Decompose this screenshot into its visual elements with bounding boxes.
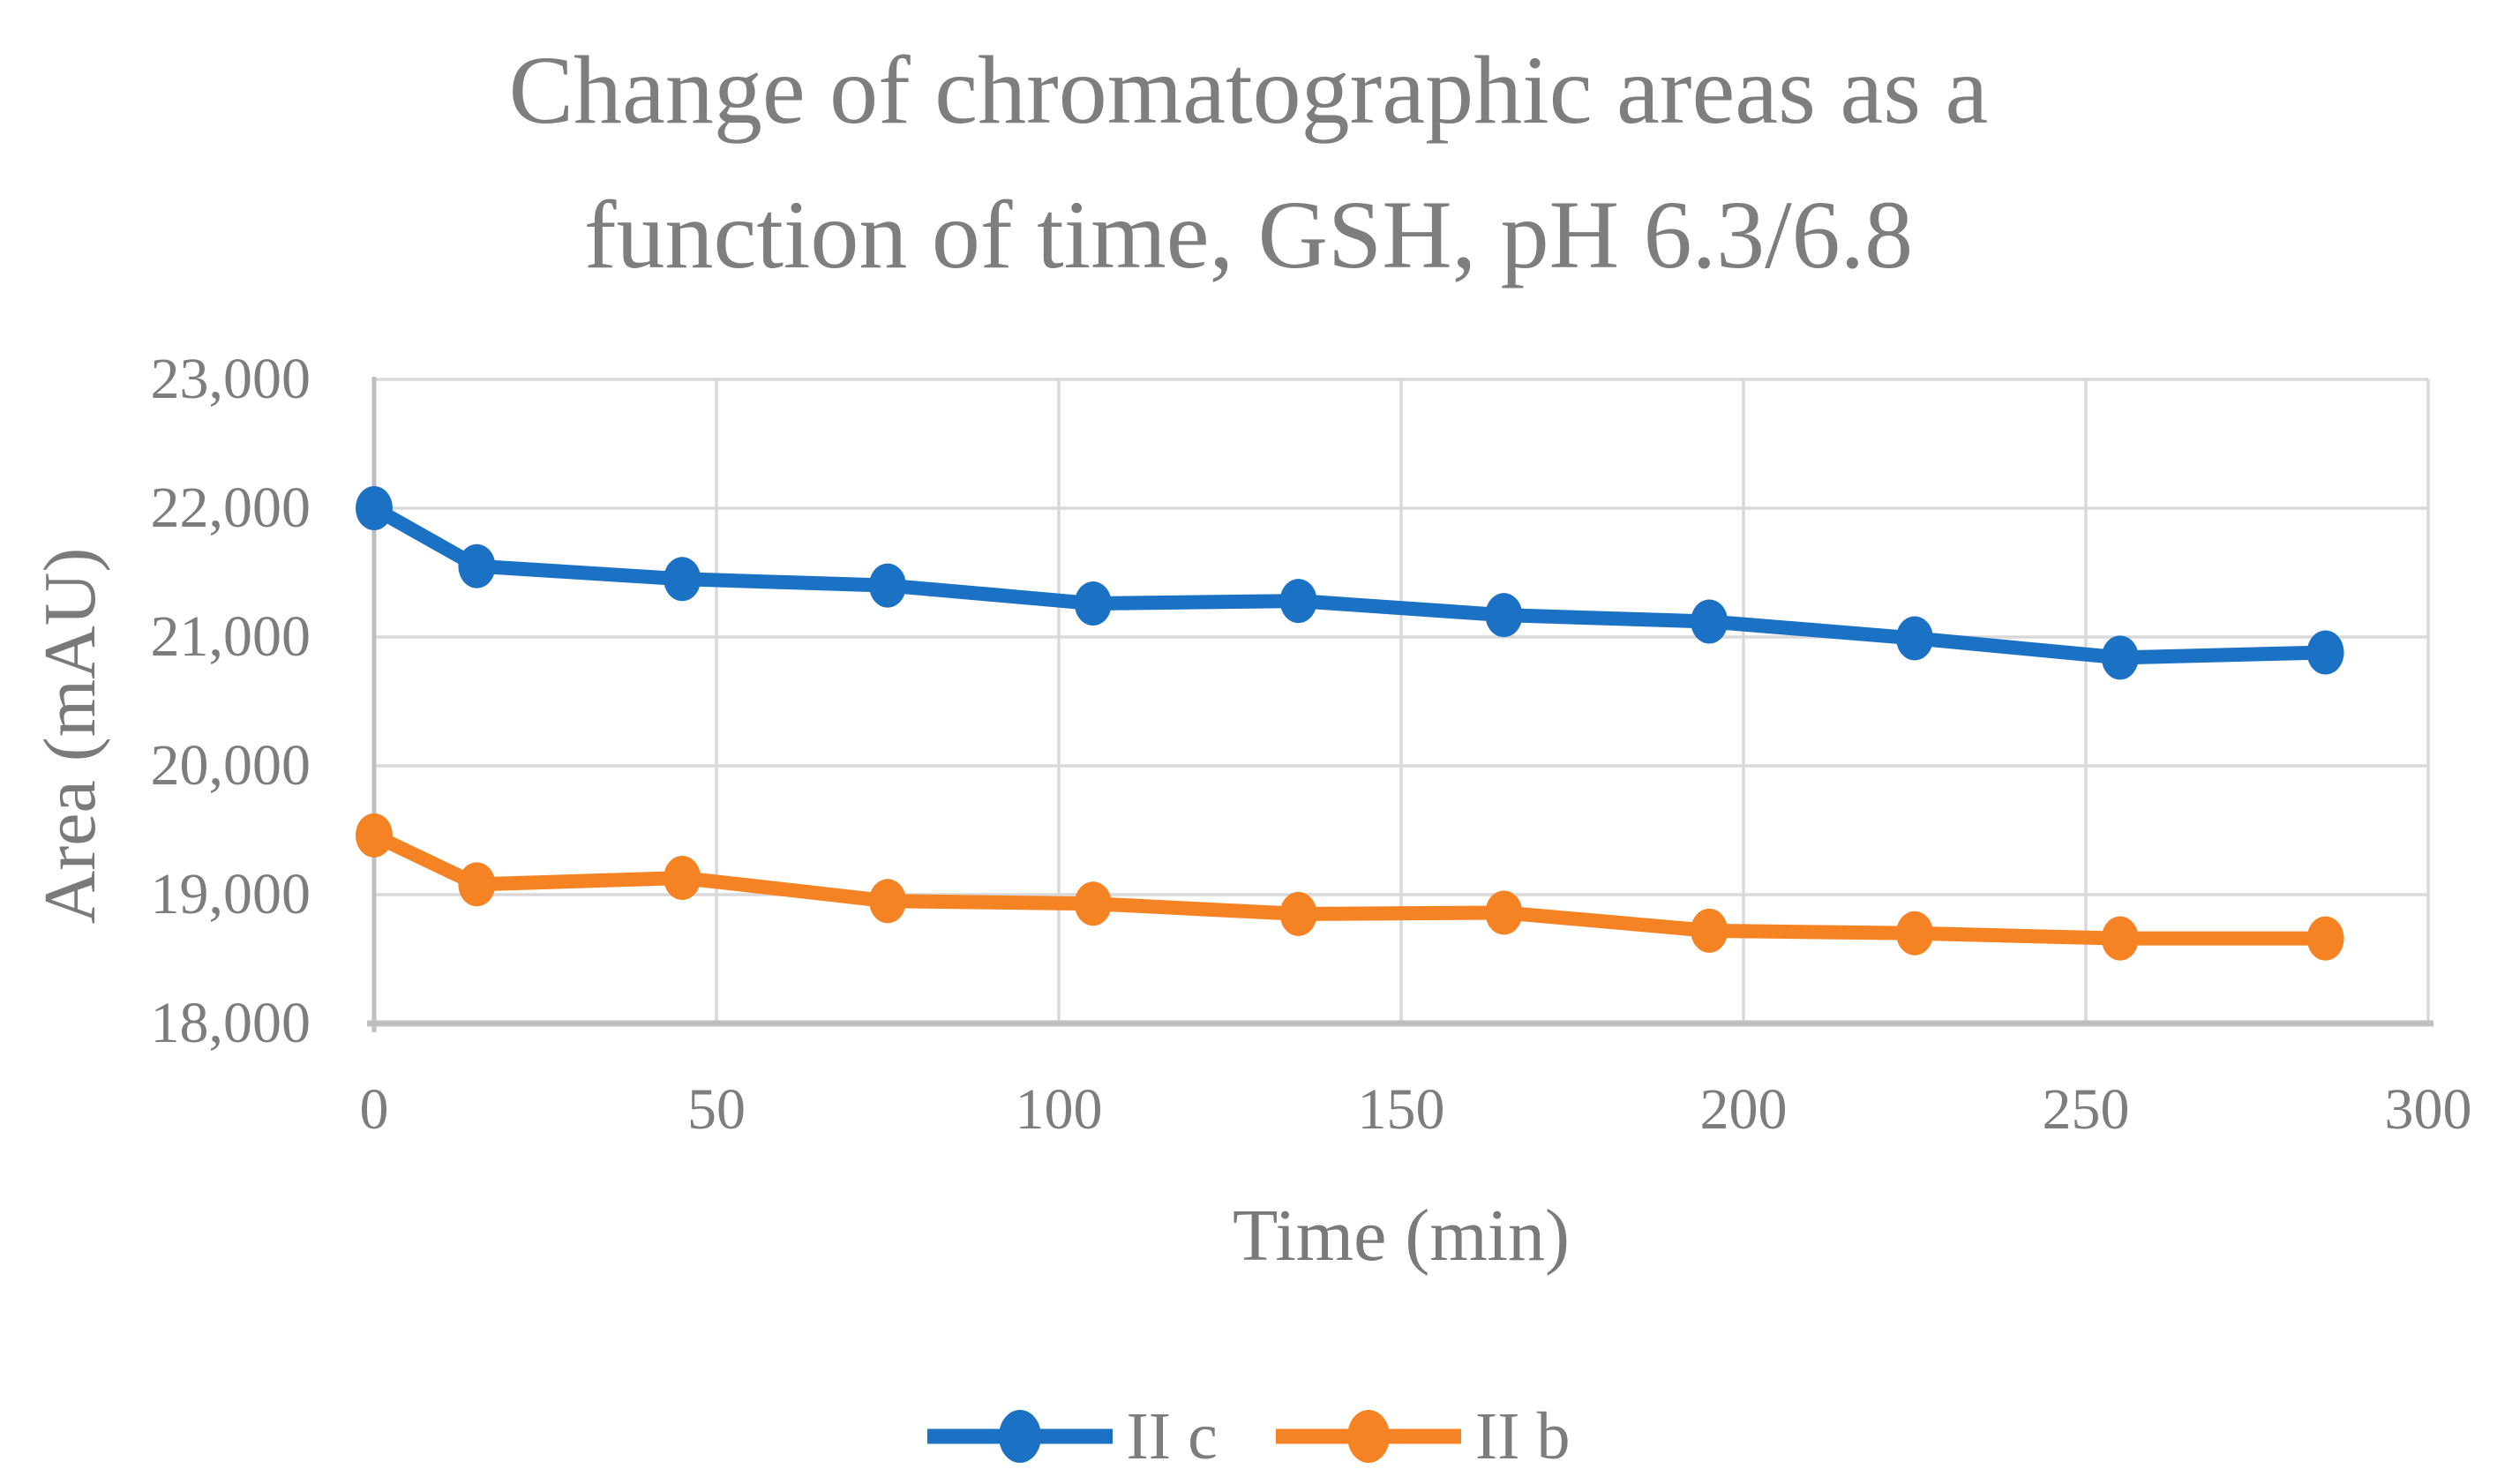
data-point-ii-c [2306,630,2344,675]
x-tick-label: 300 [2384,1077,2472,1142]
legend-label-ii-b: II b [1474,1398,1571,1473]
legend-item-ii-c: II c [926,1383,1218,1484]
x-tick-label: 100 [1015,1077,1103,1142]
chart-title-line-1: Change of chromatographic areas as a [508,36,1989,144]
data-point-ii-b [2306,916,2344,961]
data-point-ii-c [1485,593,1523,638]
data-point-ii-b [1279,891,1317,936]
data-point-ii-b [458,862,496,907]
data-point-ii-b [2101,916,2139,961]
data-point-ii-c [664,557,701,602]
data-point-ii-c [1074,581,1112,626]
data-point-ii-b [869,879,906,924]
data-point-ii-c [458,543,496,588]
legend-marker-ii-c [926,1410,1113,1463]
data-point-ii-b [1691,908,1728,953]
legend-marker-ii-b [1275,1410,1461,1463]
legend-item-ii-b: II b [1275,1383,1571,1484]
data-point-ii-b [664,856,701,901]
x-tick-label: 0 [359,1077,389,1142]
y-tick-label: 21,000 [150,604,311,669]
y-tick-label: 19,000 [150,862,311,926]
data-point-ii-b [356,813,393,858]
data-point-ii-b [1896,911,1933,956]
legend: II c II b [0,1383,2497,1484]
data-point-ii-c [356,486,393,530]
x-tick-label: 250 [2042,1077,2130,1142]
legend-label-ii-c: II c [1126,1398,1218,1473]
data-point-ii-b [1485,890,1523,935]
x-tick-label: 200 [1699,1077,1788,1142]
legend-dot-ii-c [998,1410,1041,1463]
x-tick-label: 50 [687,1077,746,1142]
data-point-ii-b [1074,881,1112,926]
y-tick-label: 18,000 [150,991,311,1055]
legend-dot-ii-b [1346,1410,1390,1463]
data-point-ii-c [1279,579,1317,624]
chart-title: Change of chromatographic areas as a fun… [0,18,2497,307]
data-point-ii-c [2101,635,2139,680]
y-axis-title: Area (mAU) [29,547,111,925]
y-tick-label: 23,000 [150,347,311,411]
x-tick-label: 150 [1357,1077,1445,1142]
x-axis-title: Time (min) [1233,1195,1570,1277]
y-tick-label: 22,000 [150,476,311,540]
data-point-ii-c [1691,599,1728,644]
y-tick-label: 20,000 [150,733,311,798]
data-point-ii-c [869,563,906,608]
data-point-ii-c [1896,616,1933,661]
chart-title-line-2: function of time, GSH, pH 6.3/6.8 [583,181,1914,289]
